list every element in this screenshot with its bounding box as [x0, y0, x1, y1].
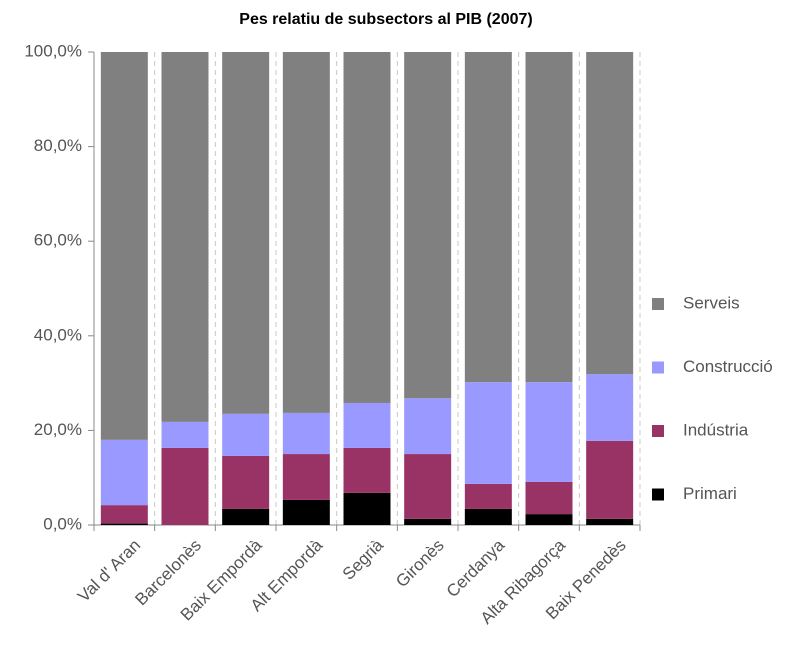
bar-segment — [404, 454, 452, 519]
bar-segment — [100, 439, 148, 506]
bar-segment — [282, 454, 330, 500]
bar-segment — [586, 374, 634, 441]
legend-swatch — [652, 425, 664, 437]
bar-segment — [586, 440, 634, 519]
bar-segment — [404, 52, 452, 399]
legend-swatch — [652, 361, 664, 374]
bar-segment — [222, 455, 270, 509]
bar-segment — [222, 508, 270, 525]
chart-title: Pes relatiu de subsectors al PIB (2007) — [239, 11, 532, 28]
bar-segment — [222, 413, 270, 456]
bar-segment — [525, 382, 573, 482]
x-tick-label: Segrià — [339, 535, 388, 584]
y-tick-label: 80,0% — [34, 136, 82, 155]
bar-segment — [100, 505, 148, 524]
bar-segment — [282, 412, 330, 455]
y-tick-label: 60,0% — [34, 231, 82, 250]
bar-segment — [343, 447, 391, 493]
legend-swatch — [652, 298, 664, 310]
legend-label: Indústria — [683, 420, 749, 439]
bar-segment — [464, 483, 512, 509]
legend-label: Construcció — [683, 357, 773, 376]
bar-segment — [464, 508, 512, 525]
bar-segment — [586, 518, 634, 525]
bar-segment — [282, 499, 330, 525]
bar-segment — [464, 382, 512, 484]
bar-segment — [343, 52, 391, 403]
bar-segment — [343, 402, 391, 448]
bar-segment — [100, 52, 148, 440]
bar-segment — [525, 52, 573, 383]
y-tick-label: 40,0% — [34, 325, 82, 344]
legend-label: Primari — [683, 484, 737, 503]
y-tick-label: 20,0% — [34, 420, 82, 439]
bar-segment — [343, 492, 391, 525]
bar-segment — [222, 52, 270, 414]
bar-segment — [525, 481, 573, 515]
bar-segment — [404, 518, 452, 525]
bar-segment — [161, 52, 209, 422]
bar-segment — [525, 514, 573, 525]
bar-segment — [161, 447, 209, 525]
bar-segment — [586, 52, 634, 375]
bar-segment — [161, 421, 209, 448]
bar-segment — [282, 52, 330, 413]
x-tick-label: Gironès — [392, 536, 448, 592]
y-tick-label: 100,0% — [24, 41, 82, 60]
legend-label: Serveis — [683, 293, 740, 312]
legend-swatch — [652, 488, 664, 501]
y-tick-label: 0,0% — [43, 514, 82, 533]
bar-segment — [100, 523, 148, 525]
bar-segment — [464, 52, 512, 383]
bar-segment — [404, 398, 452, 455]
